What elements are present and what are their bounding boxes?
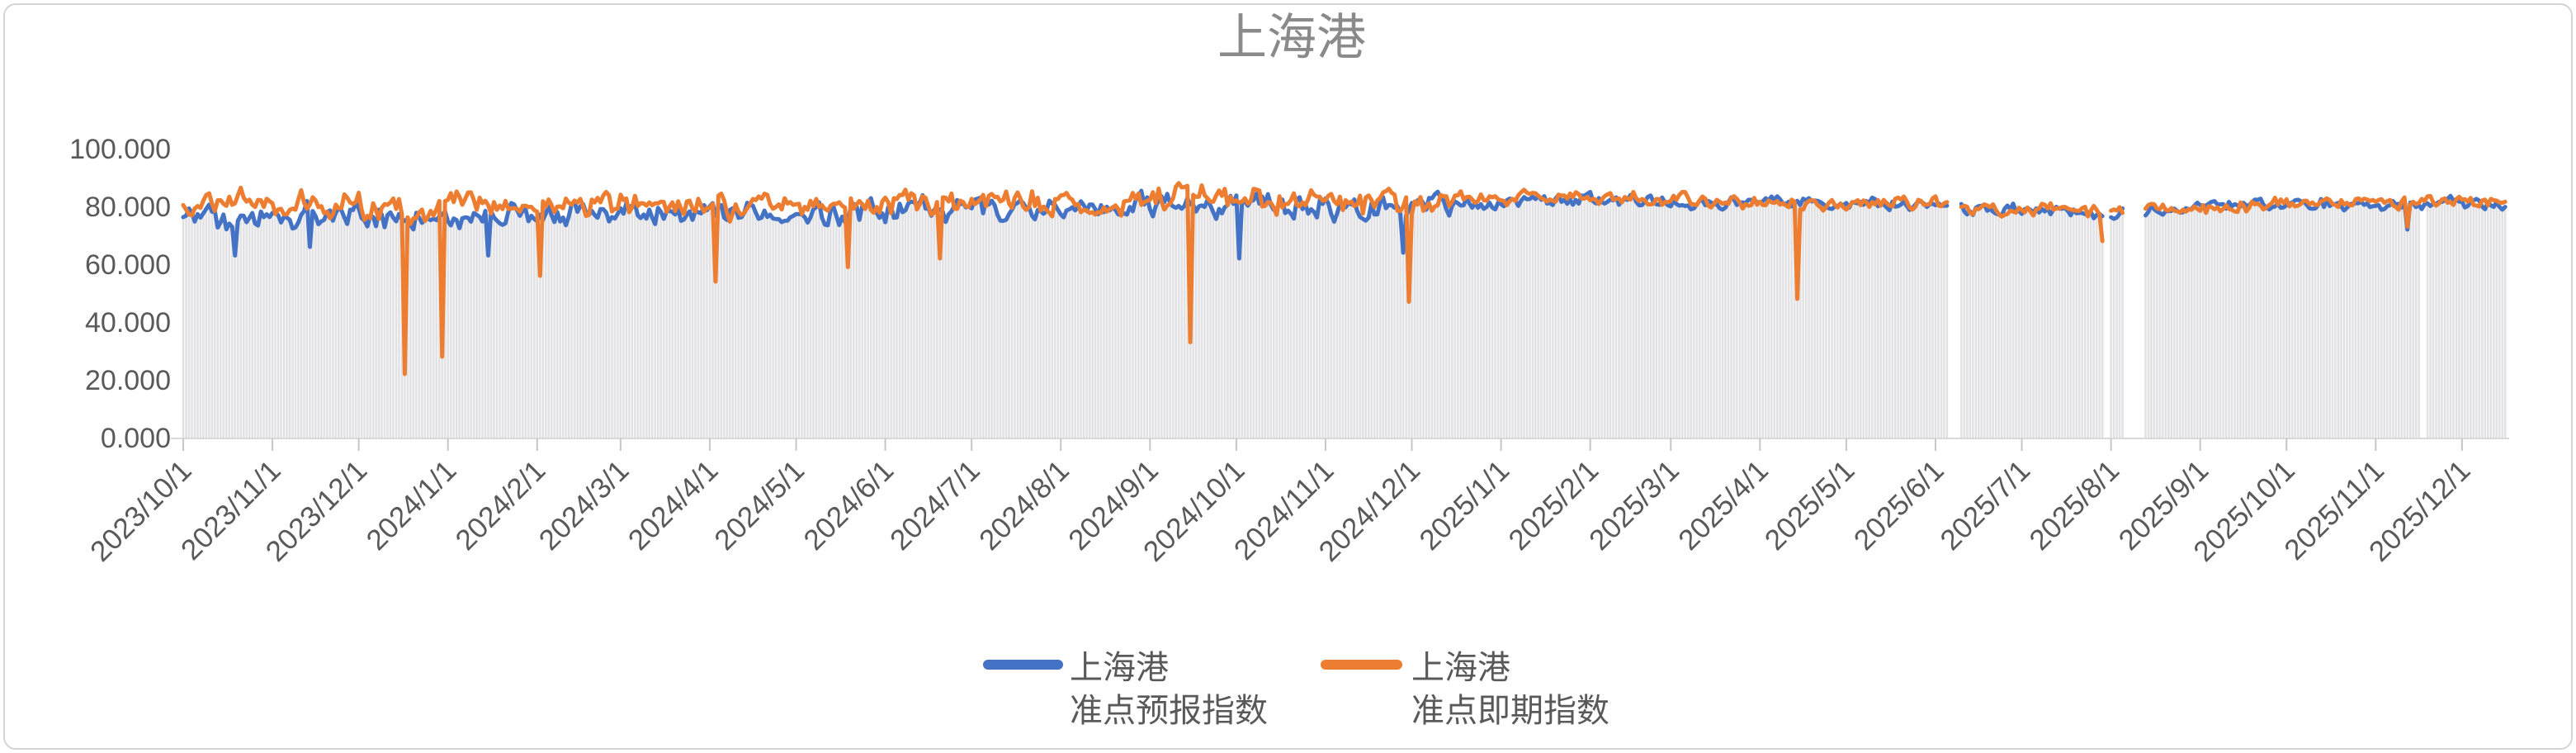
x-axis-label: 2024/5/1 [708,454,811,556]
x-axis-label: 2025/6/1 [1848,454,1950,556]
legend-label-forecast-line1: 上海港 [1070,650,1169,686]
x-axis-label: 2025/4/1 [1672,454,1775,556]
y-axis-label: 0.000 [101,423,171,454]
x-axis-label: 2024/4/1 [622,454,725,556]
y-axis-label: 100.000 [69,134,171,165]
x-axis [171,438,2509,451]
legend-swatch-forecast [983,660,1063,670]
daily-columns [182,193,2507,438]
x-axis-label: 2024/2/1 [450,454,552,556]
legend: 上海港 准点预报指数 上海港 准点即期指数 [983,650,1609,729]
series-lines [181,181,2507,376]
legend-label-spot-line2: 准点即期指数 [1411,693,1609,729]
card-border [3,3,2573,750]
x-axis-labels: 2023/10/12023/11/12023/12/12024/1/12024/… [84,454,2477,568]
x-axis-label: 2025/5/1 [1759,454,1861,556]
x-axis-label: 2024/6/1 [797,454,900,556]
x-axis-label: 2024/8/1 [973,454,1075,556]
y-axis-label: 60.000 [85,249,171,281]
y-axis-label: 80.000 [85,192,171,223]
x-axis-label: 2025/8/1 [2023,454,2125,556]
y-axis-label: 40.000 [85,307,171,339]
x-axis-label: 2025/1/1 [1413,454,1515,556]
x-axis-label: 2024/1/1 [360,454,462,556]
x-axis-label: 2025/7/1 [1934,454,2036,556]
chart-title: 上海港 [1217,10,1366,65]
legend-label-forecast-line2: 准点预报指数 [1070,693,1268,729]
daily-columns-area [182,193,2507,438]
y-axis-label: 20.000 [85,365,171,396]
series-line-spot [181,181,2507,376]
x-axis-label: 2024/3/1 [533,454,636,556]
legend-label-spot-line1: 上海港 [1411,650,1510,686]
legend-swatch-spot [1321,660,1402,670]
x-axis-label: 2023/10/1 [84,454,198,568]
x-axis-label: 2024/7/1 [884,454,986,556]
x-axis-label: 2025/3/1 [1583,454,1685,556]
y-axis: 100.000 80.000 60.000 40.000 20.000 0.00… [69,134,171,454]
